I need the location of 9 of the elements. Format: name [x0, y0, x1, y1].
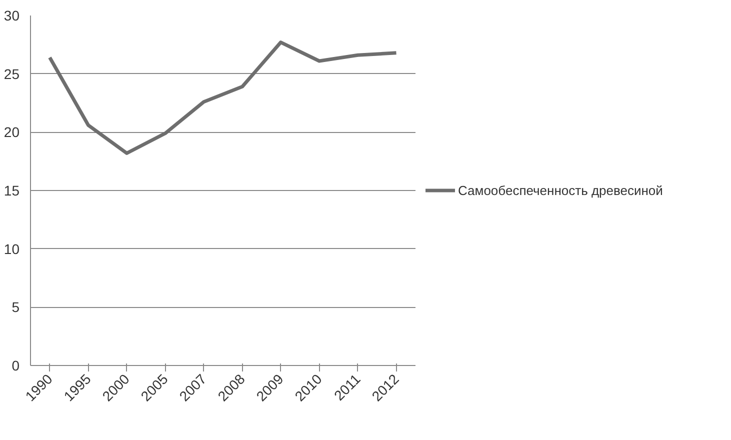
y-tick-label: 30: [4, 8, 20, 24]
y-tick-label: 0: [12, 358, 20, 374]
line-series: [48, 40, 398, 155]
y-tick-label: 5: [12, 299, 20, 316]
y-tick-label: 25: [4, 66, 20, 82]
y-tick-label: 15: [4, 182, 20, 198]
y-tick-label: 10: [4, 240, 20, 257]
legend-label: Самообеспеченность древесиной: [458, 182, 663, 198]
y-tick-label: 20: [4, 124, 20, 140]
